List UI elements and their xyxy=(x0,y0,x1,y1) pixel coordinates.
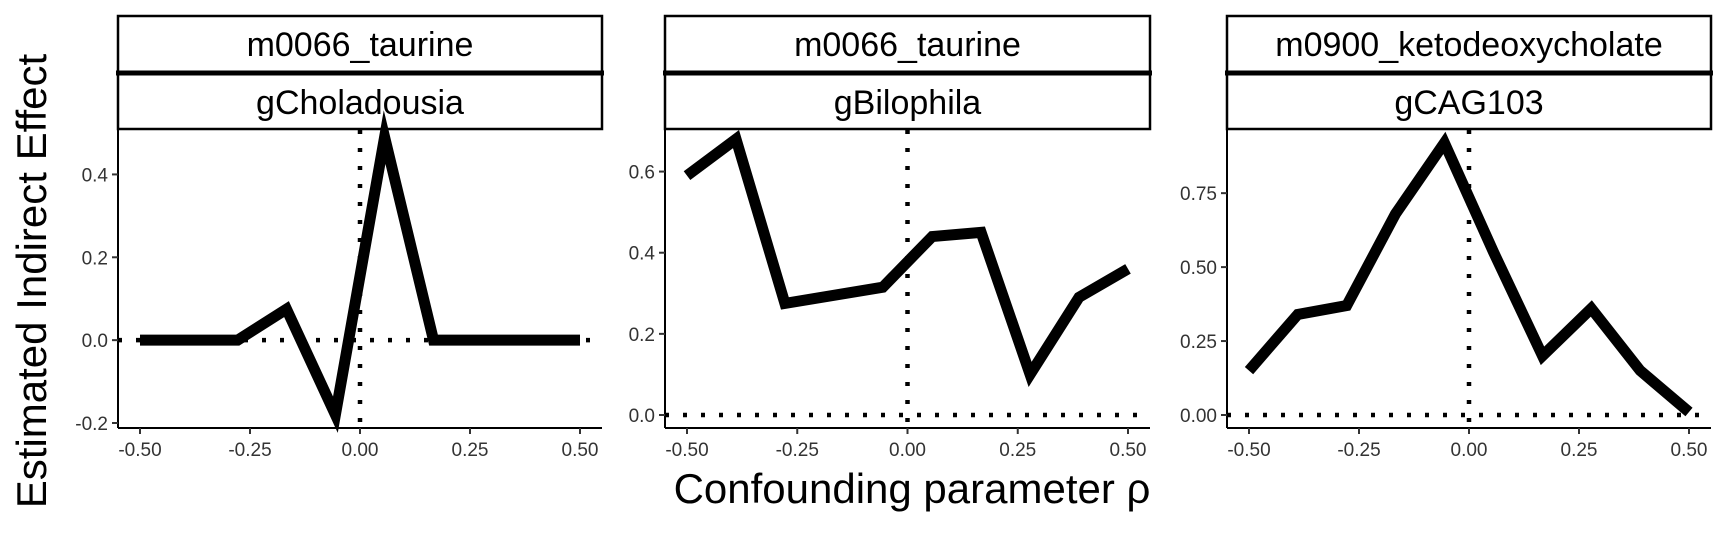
x-tick-label: -0.50 xyxy=(1227,440,1270,461)
y-tick-label: 0.00 xyxy=(1180,406,1217,427)
strip-top-box xyxy=(116,14,604,75)
y-axis-title: Estimated Indirect Effect xyxy=(8,53,55,508)
strip-label-taxon: gCholadousia xyxy=(256,84,464,122)
strip-top-box xyxy=(1225,14,1713,75)
y-tick-label: 0.50 xyxy=(1180,258,1217,279)
series-line xyxy=(1244,131,1693,417)
x-tick-label: 0.00 xyxy=(342,440,379,461)
x-tick-label: -0.50 xyxy=(118,440,161,461)
strip-label-taxon: gBilophila xyxy=(834,84,982,122)
y-tick-label: 0.2 xyxy=(629,325,655,346)
x-tick-label: 0.25 xyxy=(452,440,489,461)
series-line xyxy=(683,129,1131,387)
x-tick-label: 0.25 xyxy=(1561,440,1598,461)
panels-group: m0066_taurine gCholadousia -0.2 0.0 0.2 0.4 -0… xyxy=(75,14,1713,461)
y-tick-label: 0.6 xyxy=(629,163,655,184)
y-tick-label: 0.4 xyxy=(82,165,109,186)
y-tick-label: 0.4 xyxy=(629,244,656,265)
y-tick-label: 0.2 xyxy=(82,248,108,269)
strip-label-metabolite: m0900_ketodeoxycholate xyxy=(1275,26,1663,64)
x-tick-label: 0.50 xyxy=(1671,440,1708,461)
strip-bottom-box xyxy=(116,71,604,131)
series-line xyxy=(140,110,580,433)
panel-2: m0066_taurine gBilophila 0.0 0.2 0.4 0.6 -0.50… xyxy=(629,14,1152,461)
y-tick-label: 0.75 xyxy=(1180,184,1217,205)
x-tick-label: 0.50 xyxy=(1110,440,1147,461)
strip-label-taxon: gCAG103 xyxy=(1394,84,1543,122)
x-tick-label: -0.50 xyxy=(665,440,708,461)
x-tick-label: -0.25 xyxy=(228,440,271,461)
panel-1: m0066_taurine gCholadousia -0.2 0.0 0.2 0.4 -0… xyxy=(75,14,604,461)
x-tick-label: 0.25 xyxy=(999,440,1036,461)
x-tick-label: 0.00 xyxy=(889,440,926,461)
y-tick-label: 0.0 xyxy=(629,406,655,427)
strip-label-metabolite: m0066_taurine xyxy=(247,26,474,64)
x-tick-label: -0.25 xyxy=(776,440,819,461)
panel-3: m0900_ketodeoxycholate gCAG103 0.00 0.25 0.5… xyxy=(1180,14,1713,461)
y-tick-label: -0.2 xyxy=(75,414,108,435)
x-tick-label: 0.00 xyxy=(1451,440,1488,461)
strip-label-metabolite: m0066_taurine xyxy=(794,26,1021,64)
x-axis-title: Confounding parameter ρ xyxy=(674,465,1151,512)
y-tick-label: 0.0 xyxy=(82,331,108,352)
x-tick-label: 0.50 xyxy=(562,440,599,461)
y-tick-label: 0.25 xyxy=(1180,332,1217,353)
x-tick-label: -0.25 xyxy=(1337,440,1380,461)
